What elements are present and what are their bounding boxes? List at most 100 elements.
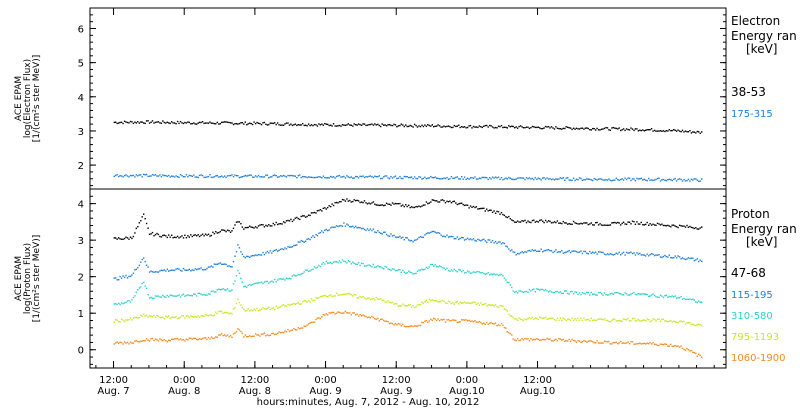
data-point	[603, 224, 606, 226]
data-point	[592, 319, 594, 322]
data-point	[327, 314, 329, 316]
data-point	[436, 319, 438, 322]
data-point	[316, 234, 319, 237]
data-point	[553, 221, 556, 223]
data-point	[272, 281, 274, 283]
data-point	[222, 176, 224, 178]
data-point	[215, 175, 217, 177]
data-point	[302, 175, 304, 178]
data-point	[165, 270, 167, 272]
data-point	[385, 202, 388, 204]
data-point	[116, 279, 118, 281]
data-point	[334, 313, 336, 315]
data-point	[347, 312, 349, 314]
data-point	[521, 291, 523, 293]
data-point	[159, 296, 161, 298]
data-point	[166, 316, 168, 318]
data-point	[160, 122, 163, 124]
electron-ylabel-line: log(Electron Flux)	[23, 59, 33, 138]
data-point	[628, 177, 631, 179]
data-point	[247, 123, 249, 125]
data-point	[399, 269, 401, 271]
data-point	[615, 252, 617, 254]
data-point	[190, 175, 192, 177]
data-point	[129, 317, 132, 319]
legend-38-53: 38-53	[731, 85, 766, 99]
data-point	[118, 279, 120, 281]
data-point	[166, 121, 168, 123]
data-point	[603, 318, 606, 320]
data-point	[397, 125, 400, 127]
data-point	[425, 319, 428, 322]
data-point	[296, 329, 298, 331]
data-point	[296, 124, 298, 127]
data-point	[658, 254, 660, 256]
data-point	[405, 305, 407, 307]
data-point	[481, 207, 483, 210]
data-point	[332, 311, 335, 314]
data-point	[648, 224, 650, 226]
data-point	[335, 225, 338, 227]
data-point	[257, 334, 260, 336]
data-point	[456, 203, 458, 206]
data-point	[360, 175, 363, 178]
data-point	[274, 122, 276, 124]
data-point	[191, 175, 193, 177]
data-point	[299, 303, 301, 305]
data-point	[144, 122, 146, 125]
data-point	[129, 174, 132, 177]
data-point	[293, 302, 295, 305]
data-point	[425, 232, 428, 235]
data-point	[352, 312, 354, 314]
data-point	[290, 123, 292, 125]
data-point	[636, 177, 638, 180]
data-point	[687, 178, 690, 181]
data-point	[590, 317, 592, 319]
data-point	[207, 175, 210, 178]
data-point	[385, 301, 388, 303]
data-point	[655, 254, 657, 256]
data-point	[232, 283, 235, 285]
data-point	[668, 254, 670, 256]
data-point	[453, 177, 455, 179]
data-point	[424, 301, 426, 303]
data-point	[587, 178, 589, 180]
data-point	[550, 178, 553, 181]
data-point	[468, 319, 470, 322]
data-point	[614, 221, 616, 224]
data-point	[396, 324, 398, 326]
data-point	[490, 304, 492, 306]
data-point	[569, 127, 572, 129]
data-point	[456, 321, 458, 324]
data-point	[165, 174, 167, 177]
data-point	[667, 345, 669, 347]
data-point	[168, 174, 170, 177]
data-point	[571, 128, 573, 131]
data-point	[160, 339, 163, 341]
data-point	[196, 123, 198, 125]
data-point	[135, 268, 137, 270]
data-point	[144, 315, 146, 317]
data-point	[525, 290, 528, 293]
data-point	[415, 305, 417, 308]
data-point	[240, 176, 242, 178]
data-point	[249, 225, 251, 227]
data-point	[349, 124, 351, 126]
data-point	[412, 126, 414, 128]
data-point	[371, 315, 373, 318]
data-point	[540, 317, 542, 319]
data-point	[200, 121, 202, 124]
data-point	[465, 178, 467, 180]
data-point	[690, 132, 693, 134]
data-point	[643, 130, 645, 132]
data-point	[369, 123, 372, 126]
data-point	[272, 307, 274, 309]
data-point	[599, 129, 601, 131]
data-point	[597, 224, 600, 226]
data-point	[162, 294, 164, 297]
data-point	[184, 269, 186, 271]
data-point	[294, 244, 296, 246]
data-point	[514, 339, 516, 341]
data-point	[380, 204, 382, 206]
data-point	[375, 175, 377, 178]
